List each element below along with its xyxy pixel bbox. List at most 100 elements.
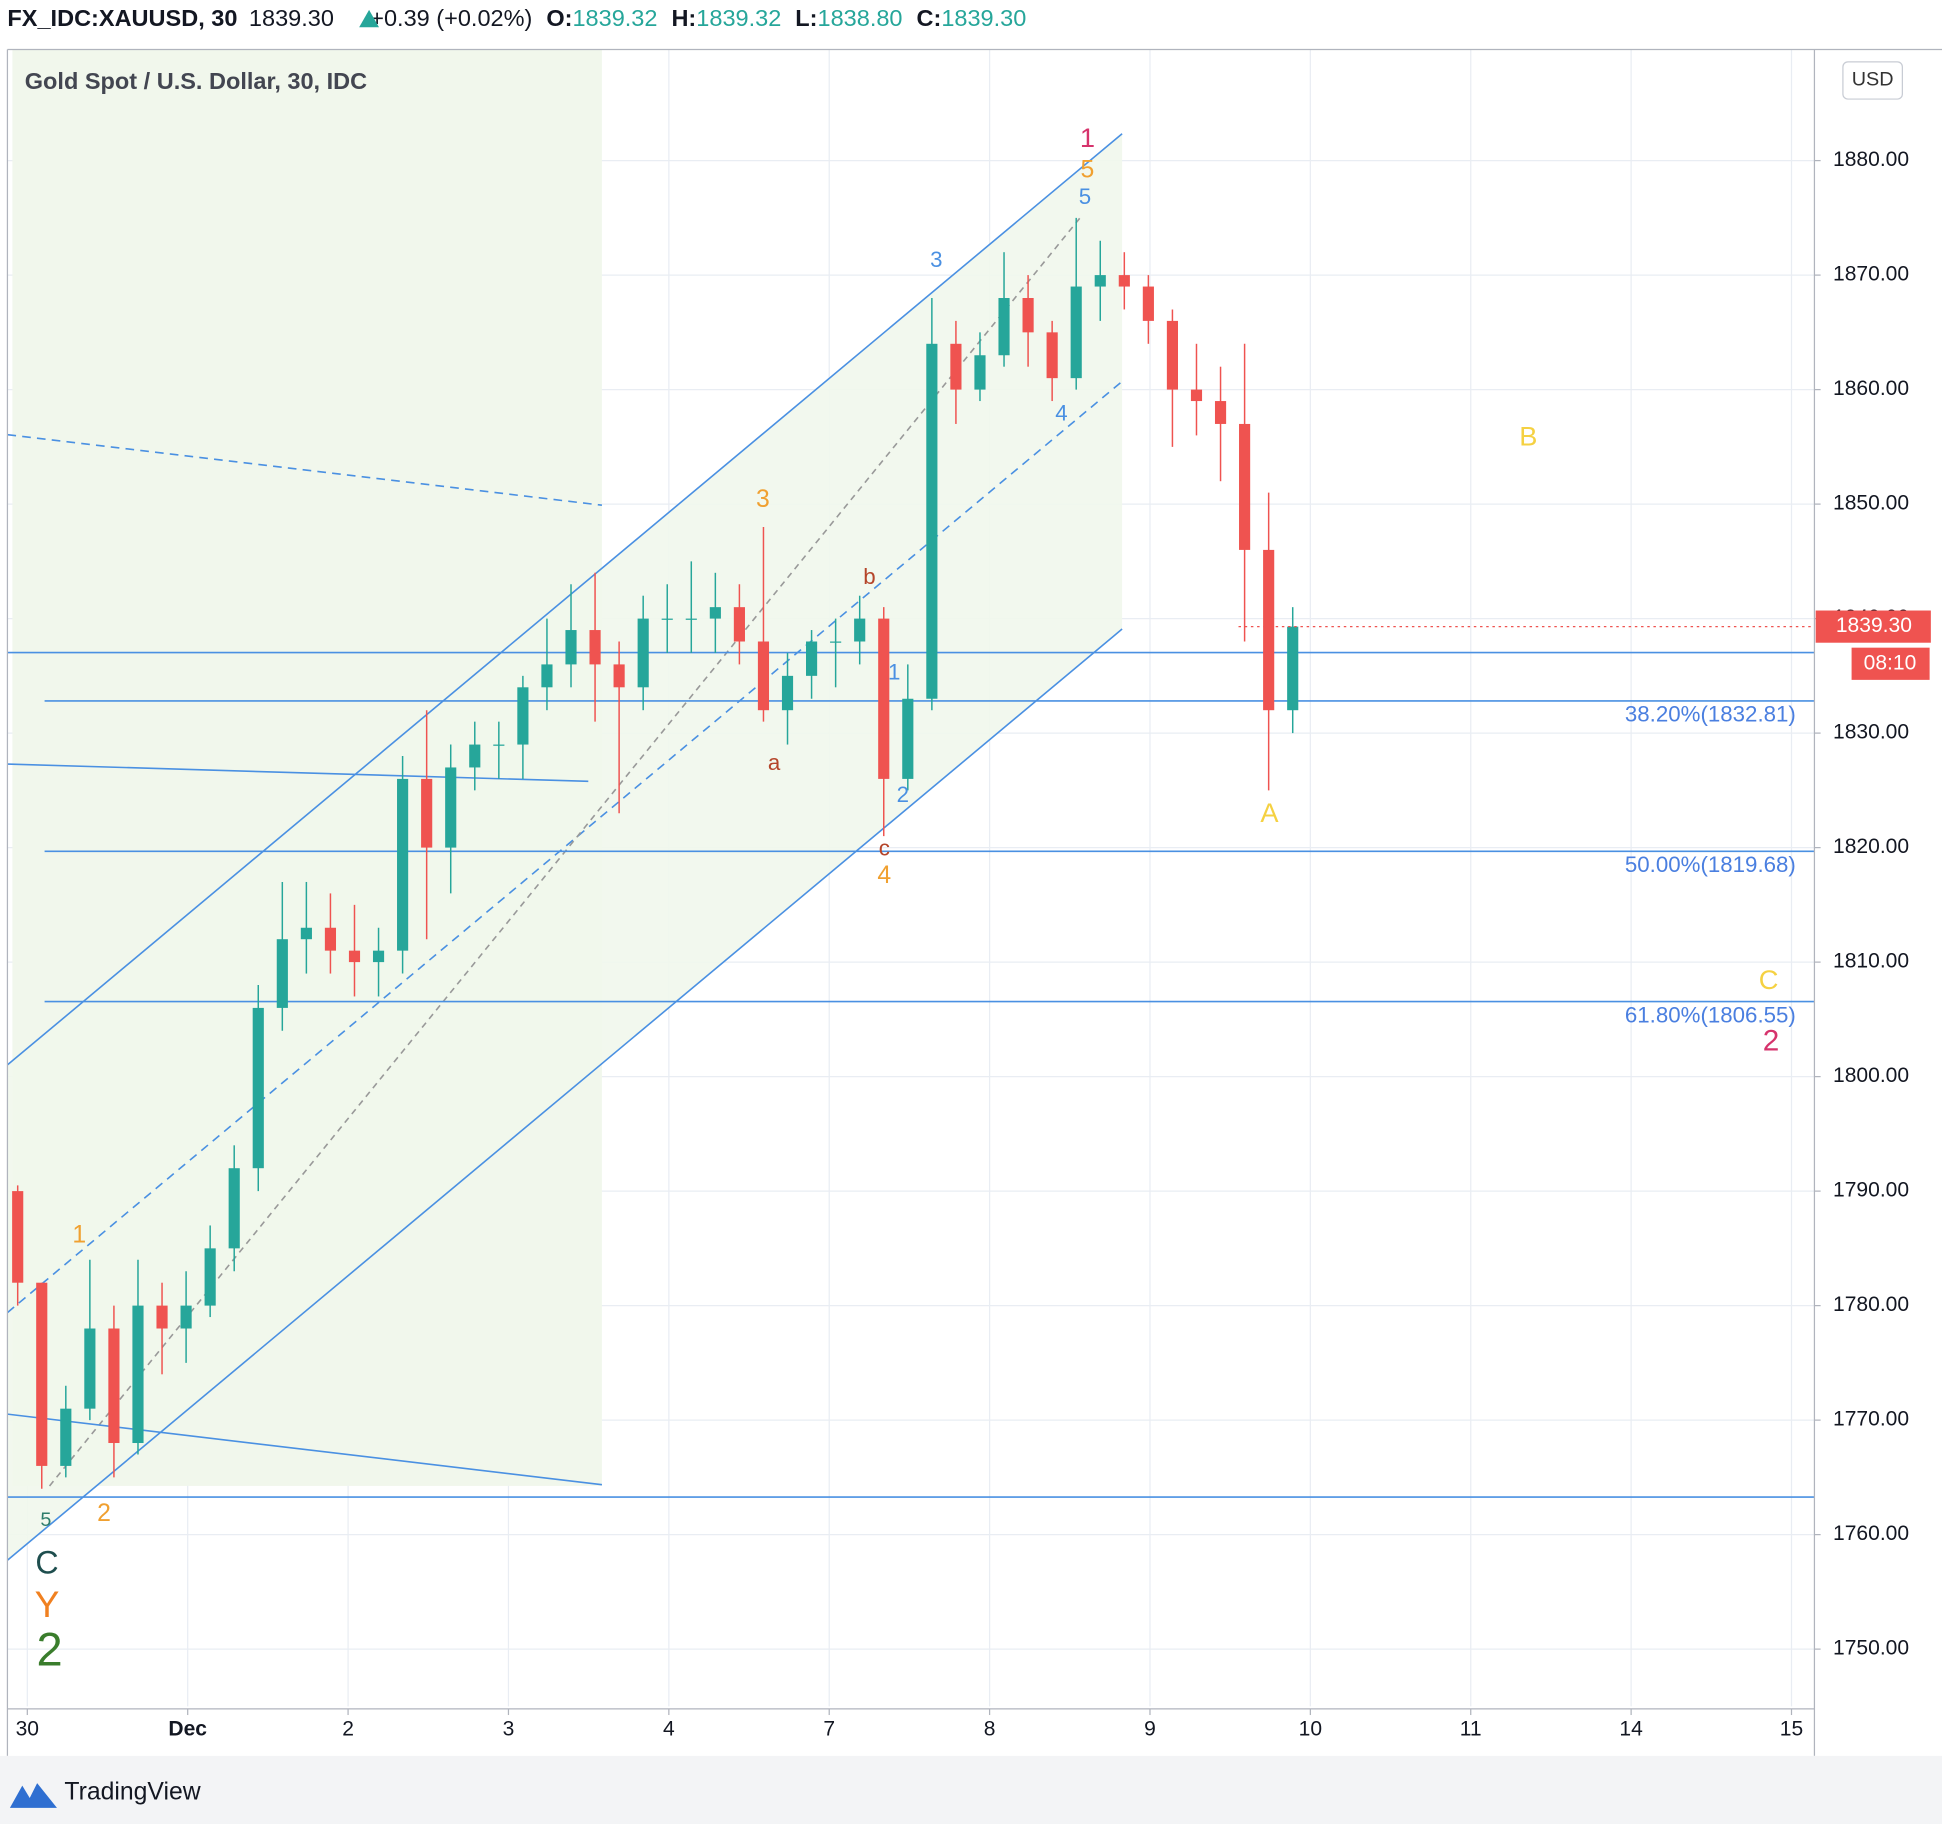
fib-label: 50.00%(1819.68) (1625, 852, 1796, 877)
fib-label: 61.80%(1806.55) (1625, 1002, 1796, 1027)
price-tag (1815, 610, 1931, 643)
x-tick-label: 10 (1299, 1717, 1322, 1740)
wave-label: 4 (1055, 401, 1067, 426)
wave-label: 2 (36, 1623, 62, 1676)
candle-body (902, 698, 914, 779)
candle-body (1070, 286, 1082, 379)
currency-button[interactable] (1842, 61, 1903, 100)
brand-name[interactable]: TradingView (64, 1779, 200, 1806)
x-tick-label: 7 (823, 1717, 835, 1740)
candle-body (1239, 423, 1251, 550)
y-tick-label: 1760.00 (1833, 1522, 1909, 1545)
candle-body (1214, 401, 1227, 424)
y-tick-label: 1810.00 (1833, 950, 1909, 973)
y-tick-label: 1850.00 (1833, 492, 1909, 515)
candle-body (685, 618, 697, 620)
close-label: C: (917, 5, 942, 31)
candle-body (950, 343, 962, 390)
up-arrow (359, 9, 379, 28)
wave-label: 2 (897, 782, 909, 807)
low-label: L: (795, 5, 817, 31)
channel-lower (6, 628, 1123, 1561)
wave-label: 1 (1080, 122, 1095, 153)
candle-body (324, 927, 337, 951)
high-value: 1839.32 (696, 5, 781, 31)
candle-body (637, 618, 649, 688)
candle-body (252, 1007, 264, 1169)
candle-body (228, 1168, 240, 1249)
candle-body (493, 744, 505, 746)
candle-body (1190, 389, 1203, 402)
trend-line (7, 1413, 603, 1486)
wave-label: 1 (888, 660, 900, 685)
wave-label: 2 (97, 1500, 111, 1527)
currency-label[interactable]: USD (1852, 69, 1894, 91)
candle-body (132, 1305, 144, 1444)
price-tag-label: 1839.30 (1836, 614, 1912, 637)
x-tick-label: 9 (1144, 1717, 1156, 1740)
candle-body (397, 778, 409, 951)
y-tick-label: 1860.00 (1833, 377, 1909, 400)
wave-labels: 1 5 5 3 4 B 3 b a 1 2 c 4 A C 2 1 5 2 C … (35, 122, 1780, 1675)
candle-body (830, 641, 842, 643)
y-tick-label: 1870.00 (1833, 263, 1909, 286)
candle-body (517, 687, 529, 745)
brand-logo[interactable] (9, 1783, 57, 1808)
x-tick-label: 2 (342, 1717, 354, 1740)
wave-label: 5 (1081, 156, 1095, 183)
x-tick-label: 8 (984, 1717, 996, 1740)
x-tick-label: 11 (1460, 1717, 1482, 1740)
candle-body (613, 664, 625, 688)
x-tick-label: 14 (1619, 1717, 1643, 1740)
wave-label: c (879, 835, 890, 860)
candle-body (806, 641, 818, 676)
high-label: H: (671, 5, 696, 31)
trend-dashed (7, 433, 603, 507)
candle-body (12, 1191, 24, 1283)
candle-body (36, 1282, 48, 1466)
candle-body (757, 641, 770, 711)
header: FX_IDC:XAUUSD, 30 1839.30 +0.39 (+0.02%)… (7, 5, 1026, 31)
low-value: 1838.80 (818, 5, 903, 31)
candles (12, 217, 1299, 1489)
candle-body (974, 355, 986, 390)
channel-fill (7, 133, 1123, 1561)
wave-label: 5 (1079, 184, 1091, 209)
last-price: 1839.30 (249, 5, 334, 31)
candle-body (878, 618, 890, 779)
wave-label: 3 (756, 486, 770, 513)
trend-line (7, 763, 589, 783)
countdown-tag (1851, 647, 1930, 680)
candle-body (421, 778, 433, 848)
candle-body (84, 1328, 96, 1409)
axes: 1750.00 1760.00 1770.00 1780.00 1790.00 1800.… (16, 148, 1931, 1740)
candle-body (733, 607, 745, 642)
candle-body (926, 343, 938, 699)
candle-body (469, 744, 481, 768)
x-tick-label: 30 (16, 1717, 39, 1740)
wave-label: 2 (1763, 1024, 1780, 1057)
drawings (6, 133, 1815, 1561)
legend-title: Gold Spot / U.S. Dollar, 30, IDC (25, 68, 367, 94)
candle-body (565, 630, 577, 665)
x-tick-label: 15 (1780, 1717, 1803, 1740)
candle-body (1118, 275, 1130, 287)
y-tick-label: 1880.00 (1833, 148, 1909, 171)
x-tick-label: 4 (663, 1717, 675, 1740)
candle-body (661, 618, 673, 620)
candle-body (1287, 626, 1299, 711)
y-tick-label: 1770.00 (1833, 1408, 1909, 1431)
x-tick-label: 3 (503, 1717, 515, 1740)
candle-body (156, 1305, 168, 1329)
fib-levels: 38.20%(1832.81) 50.00%(1819.68) 61.80%(180… (44, 700, 1815, 1027)
wave-label: a (768, 750, 781, 775)
y-tick-label: 1790.00 (1833, 1179, 1909, 1202)
fib-label: 38.20%(1832.81) (1625, 702, 1796, 727)
candle-body (1022, 297, 1034, 333)
candle-body (1094, 275, 1106, 287)
y-tick-label: 1800.00 (1833, 1064, 1909, 1087)
candle-body (589, 630, 601, 665)
footer-bar (0, 1755, 1942, 1824)
